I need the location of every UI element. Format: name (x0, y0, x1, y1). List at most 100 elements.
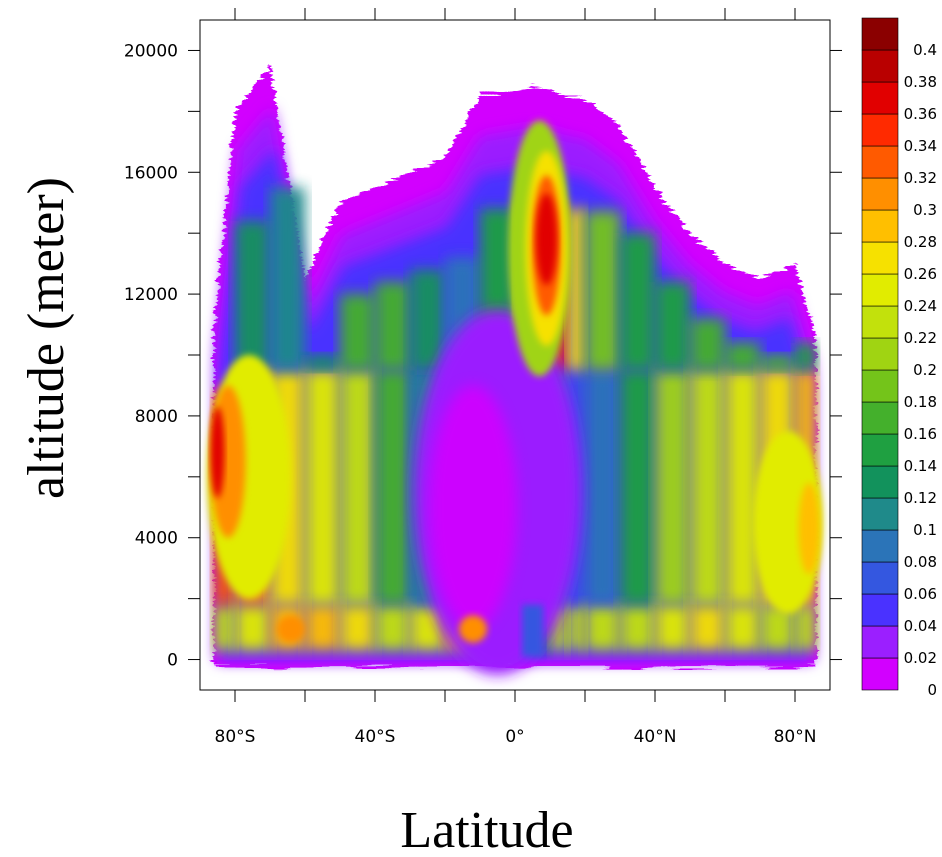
field-cell (655, 281, 690, 371)
field-cell (795, 604, 816, 651)
colorbar-swatch (861, 81, 899, 115)
y-axis: 0 4000 8000 12000 16000 20000 (124, 41, 842, 671)
y-tick-label: 8000 (135, 407, 178, 427)
south-polar-max-contour (210, 406, 225, 499)
colorbar-swatch (861, 497, 899, 531)
colorbar-swatch (861, 593, 899, 627)
field-cell (690, 604, 725, 651)
colorbar-swatch (861, 177, 899, 211)
north-polar-max-contour (798, 482, 820, 575)
field-cell (375, 370, 410, 605)
field-cell (725, 370, 760, 605)
colorbar-swatch (861, 49, 899, 83)
y-tick-label: 12000 (124, 285, 178, 305)
colorbar-label: 0.22 (904, 329, 937, 347)
colorbar-label: 0.1 (913, 521, 937, 539)
field-cell (655, 370, 690, 605)
field-cell (375, 604, 410, 651)
heatmap-blobs (207, 65, 823, 675)
colorbar-label: 0.26 (904, 265, 937, 283)
x-tick-label: 0° (505, 727, 524, 747)
field-cell (620, 604, 655, 651)
x-tick-label: 80°N (774, 727, 817, 747)
y-tick-label: 0 (167, 651, 178, 671)
x-tick-label: 80°S (215, 727, 256, 747)
field-cell (270, 187, 305, 371)
field-cell (795, 342, 816, 371)
field-cell (305, 604, 340, 651)
field-cell (690, 370, 725, 605)
field-cell (585, 604, 620, 651)
colorbar-swatch (861, 209, 899, 243)
field-cell (375, 281, 410, 371)
field-cell (620, 370, 655, 605)
field-cell (235, 221, 270, 371)
colorbar-label: 0.3 (913, 201, 937, 219)
field-cell (235, 604, 270, 651)
colorbar: 0 0.02 0.04 0.06 0.08 0.1 0.12 0.14 0.16 0.18 0.2 0… (861, 17, 937, 699)
field-cell (585, 211, 620, 371)
field-cell (305, 370, 340, 605)
colorbar-label: 0.08 (904, 553, 937, 571)
colorbar-swatch (861, 369, 899, 403)
field-cell (340, 294, 375, 371)
colorbar-label: 0.34 (904, 137, 937, 155)
colorbar-swatch (861, 17, 899, 51)
colorbar-label: 0.16 (904, 425, 937, 443)
heatmap-field (207, 65, 823, 675)
y-tick-label: 20000 (124, 41, 178, 61)
colorbar-label: 0.04 (904, 617, 937, 635)
colorbar-label: 0.06 (904, 585, 937, 603)
field-cell (725, 604, 760, 651)
colorbar-swatch (861, 433, 899, 467)
colorbar-label: 0 (927, 681, 937, 699)
field-cell (585, 370, 620, 605)
colorbar-swatch (861, 401, 899, 435)
field-cell (620, 233, 655, 371)
equatorial-gap (522, 604, 543, 657)
colorbar-label: 0.36 (904, 105, 937, 123)
field-cell (655, 604, 690, 651)
colorbar-label: 0.14 (904, 457, 937, 475)
y-tick-label: 4000 (135, 529, 178, 549)
x-tick-label: 40°S (355, 727, 396, 747)
colorbar-label: 0.32 (904, 169, 937, 187)
field-cell (725, 342, 760, 371)
tropical-minimum-core (429, 385, 517, 630)
x-axis: 80°S 40°S 0° 40°N 80°N (215, 8, 817, 747)
colorbar-label: 0.28 (904, 233, 937, 251)
colorbar-swatch (861, 241, 899, 275)
colorbar-swatch (861, 561, 899, 595)
colorbar-label: 0.4 (913, 41, 937, 59)
colorbar-swatch (861, 529, 899, 563)
colorbar-label: 0.02 (904, 649, 937, 667)
colorbar-label: 0.24 (904, 297, 937, 315)
colorbar-swatch (861, 305, 899, 339)
y-tick-label: 16000 (124, 163, 178, 183)
boundary-layer-max (277, 615, 305, 643)
colorbar-swatch (861, 465, 899, 499)
upper-max-contour (536, 193, 557, 285)
colorbar-swatch (861, 337, 899, 371)
field-cell (760, 355, 795, 371)
field-cell (567, 208, 585, 371)
colorbar-swatch (861, 625, 899, 659)
boundary-layer-max (459, 615, 487, 643)
colorbar-swatch (861, 145, 899, 179)
field-cell (305, 355, 340, 371)
x-axis-title: Latitude (400, 802, 573, 857)
colorbar-swatch (861, 273, 899, 307)
field-cell (340, 604, 375, 651)
field-cell (214, 604, 235, 651)
colorbar-label: 0.38 (904, 73, 937, 91)
colorbar-label: 0.18 (904, 393, 937, 411)
colorbar-swatch (861, 657, 899, 691)
field-cell (690, 318, 725, 371)
x-tick-label: 40°N (634, 727, 677, 747)
field-cell (567, 604, 585, 651)
field-cell (410, 269, 445, 371)
colorbar-label: 0.12 (904, 489, 937, 507)
field-cell (340, 370, 375, 605)
